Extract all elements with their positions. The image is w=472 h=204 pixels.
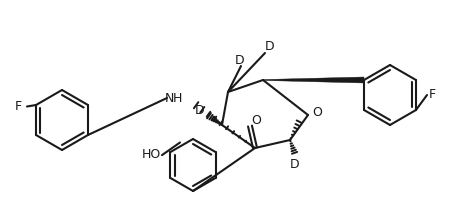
Text: D: D <box>290 157 300 171</box>
Text: F: F <box>15 100 22 113</box>
Polygon shape <box>263 77 364 83</box>
Text: D: D <box>235 53 245 67</box>
Text: H: H <box>172 92 182 104</box>
Text: D: D <box>195 103 205 116</box>
Text: HO: HO <box>142 148 160 161</box>
Text: N: N <box>164 92 174 104</box>
Text: D: D <box>265 41 275 53</box>
Polygon shape <box>211 116 222 125</box>
Text: F: F <box>429 89 436 102</box>
Text: O: O <box>251 113 261 126</box>
Text: O: O <box>312 106 322 120</box>
